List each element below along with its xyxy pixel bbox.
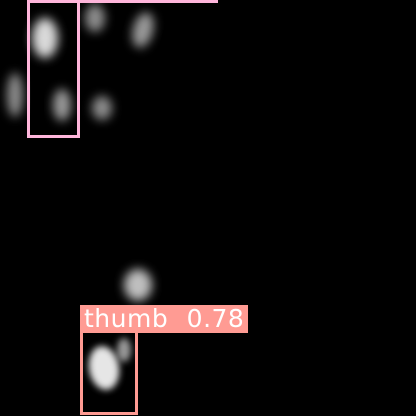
hand-blob bbox=[88, 346, 120, 390]
hand-blob bbox=[132, 12, 154, 48]
detection-label-strip-cropped bbox=[29, 0, 218, 3]
hand-blob bbox=[124, 269, 152, 301]
detection-box-upper bbox=[27, 0, 80, 138]
hand-blob bbox=[53, 89, 71, 121]
hand-blob bbox=[92, 96, 112, 120]
hand-blob bbox=[32, 18, 58, 58]
hand-blob bbox=[117, 338, 131, 362]
detection-label-thumb: thumb 0.78 bbox=[80, 304, 249, 333]
hand-blob bbox=[85, 4, 105, 32]
detection-class-name: thumb bbox=[84, 304, 169, 333]
detection-score: 0.78 bbox=[186, 304, 245, 333]
hand-blob bbox=[7, 73, 23, 117]
detection-box-thumb bbox=[80, 329, 138, 415]
